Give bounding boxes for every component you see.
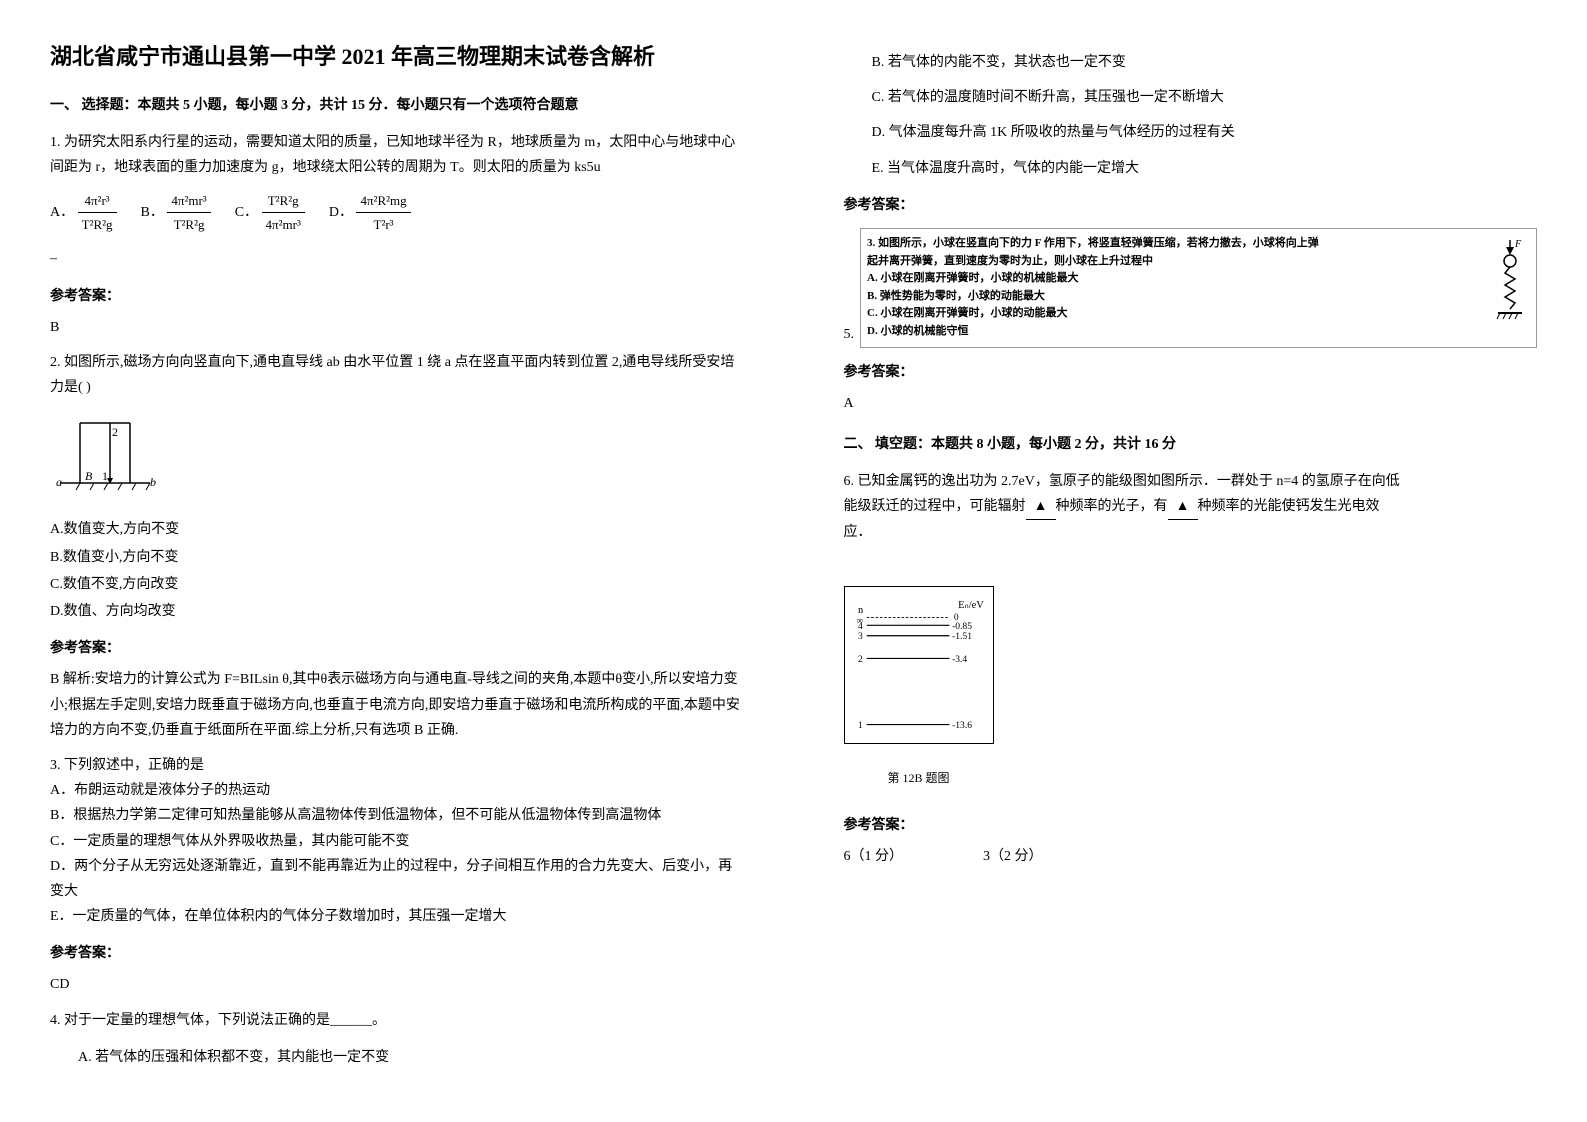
q6-caption: 第 12B 题图 — [844, 768, 994, 790]
page-title: 湖北省咸宁市通山县第一中学 2021 年高三物理期末试卷含解析 — [50, 40, 744, 73]
q1-answer: B — [50, 315, 744, 340]
question-5: 5. 3. 如图所示，小球在竖直向下的力 F 作用下，将竖直轻弹簧压缩，若将力撤… — [844, 228, 1538, 416]
q1-answer-label: 参考答案： — [50, 284, 744, 309]
question-1: 1. 为研究太阳系内行星的运动，需要知道太阳的质量，已知地球半径为 R，地球质量… — [50, 130, 744, 340]
q1-options: A． 4π²r³T²R²g B． 4π²mr³T²R²g C． T²R²g4π²… — [50, 189, 744, 237]
q2-label-2: 2 — [112, 425, 118, 439]
q4-opt-c: C. 若气体的温度随时间不断升高，其压强也一定不断增大 — [844, 85, 1538, 110]
q2-opt-c: C.数值不变,方向改变 — [50, 572, 744, 597]
question-6: 6. 已知金属钙的逸出功为 2.7eV，氢原子的能级图如图所示．一群处于 n=4… — [844, 469, 1538, 869]
q3-text: 3. 下列叙述中，正确的是 — [50, 753, 744, 778]
q2-opt-d: D.数值、方向均改变 — [50, 599, 744, 624]
q6-line2: 能级跃迁的过程中，可能辐射▲种频率的光子，有▲种频率的光能使钙发生光电效 — [844, 494, 1538, 520]
svg-text:F: F — [1514, 239, 1522, 250]
svg-text:-0.85: -0.85 — [952, 620, 972, 631]
q2-answer: B 解析:安培力的计算公式为 F=BILsin θ,其中θ表示磁场方向与通电直-… — [50, 667, 744, 743]
question-2: 2. 如图所示,磁场方向向竖直向下,通电直导线 ab 由水平位置 1 绕 a 点… — [50, 350, 744, 743]
q6-answer-label: 参考答案： — [844, 813, 1538, 838]
spring-ball-icon: F — [1490, 235, 1530, 325]
fill-blank-1: ▲ — [1026, 494, 1056, 520]
svg-text:4: 4 — [858, 620, 863, 631]
q2-answer-label: 参考答案： — [50, 636, 744, 661]
q2-label-B: B — [85, 469, 93, 483]
q4-opt-a: A. 若气体的压强和体积都不变，其内能也一定不变 — [50, 1045, 744, 1070]
q2-label-a: a — [56, 475, 62, 489]
q4-opt-d: D. 气体温度每升高 1K 所吸收的热量与气体经历的过程有关 — [844, 120, 1538, 145]
q6-line3: 应． — [844, 520, 1538, 545]
svg-text:-3.4: -3.4 — [952, 653, 967, 664]
q4-opt-b: B. 若气体的内能不变，其状态也一定不变 — [844, 50, 1538, 75]
q2-options: A.数值变大,方向不变 B.数值变小,方向不变 C.数值不变,方向改变 D.数值… — [50, 517, 744, 624]
q3-opt-a: A．布朗运动就是液体分子的热运动 — [50, 778, 744, 803]
question-3: 3. 下列叙述中，正确的是 A．布朗运动就是液体分子的热运动 B．根据热力学第二… — [50, 753, 744, 998]
q2-opt-b: B.数值变小,方向不变 — [50, 545, 744, 570]
fill-blank-2: ▲ — [1168, 494, 1198, 520]
svg-text:2: 2 — [858, 653, 863, 664]
q2-text: 2. 如图所示,磁场方向向竖直向下,通电直导线 ab 由水平位置 1 绕 a 点… — [50, 350, 744, 400]
svg-text:-13.6: -13.6 — [952, 720, 972, 731]
svg-text:1: 1 — [858, 720, 863, 731]
q3-answer: CD — [50, 972, 744, 997]
svg-text:n: n — [858, 605, 864, 616]
q1-opt-d: D． 4π²R²mgT²r³ — [329, 189, 411, 237]
section-1-head: 一、 选择题：本题共 5 小题，每小题 3 分，共计 15 分．每小题只有一个选… — [50, 93, 744, 118]
q3-opt-b: B．根据热力学第二定律可知热量能够从高温物体传到低温物体，但不可能从低温物体传到… — [50, 803, 744, 828]
q6-ans-2: 3（2 分） — [983, 844, 1043, 869]
q5-answer-label: 参考答案： — [844, 360, 1538, 385]
svg-text:-1.51: -1.51 — [952, 631, 972, 642]
svg-text:Eₙ/eV: Eₙ/eV — [958, 600, 984, 611]
q3-answer-label: 参考答案： — [50, 941, 744, 966]
question-4-intro: 4. 对于一定量的理想气体，下列说法正确的是______。 A. 若气体的压强和… — [50, 1008, 744, 1070]
q1-opt-a: A． 4π²r³T²R²g — [50, 189, 117, 237]
q2-label-b: b — [150, 475, 156, 489]
q2-opt-a: A.数值变大,方向不变 — [50, 517, 744, 542]
q6-ans-1: 6（1 分） — [844, 844, 904, 869]
q6-line1: 6. 已知金属钙的逸出功为 2.7eV，氢原子的能级图如图所示．一群处于 n=4… — [844, 469, 1538, 494]
q1-text: 1. 为研究太阳系内行星的运动，需要知道太阳的质量，已知地球半径为 R，地球质量… — [50, 130, 744, 180]
section-2-head: 二、 填空题：本题共 8 小题，每小题 2 分，共计 16 分 — [844, 432, 1538, 457]
q3-opt-c: C．一定质量的理想气体从外界吸收热量，其内能可能不变 — [50, 829, 744, 854]
right-column: B. 若气体的内能不变，其状态也一定不变 C. 若气体的温度随时间不断升高，其压… — [794, 0, 1587, 1120]
svg-text:3: 3 — [858, 631, 863, 642]
q1-opt-c: C． T²R²g4π²mr³ — [235, 189, 305, 237]
q3-opt-d: D．两个分子从无穷远处逐渐靠近，直到不能再靠近为止的过程中，分子间相互作用的合力… — [50, 854, 744, 904]
q5-answer: A — [844, 391, 1538, 416]
q1-dash: – — [50, 246, 744, 271]
q2-label-1: 1 — [102, 469, 108, 483]
q5-embedded-image: 3. 如图所示，小球在竖直向下的力 F 作用下，将竖直轻弹簧压缩，若将力撤去，小… — [860, 228, 1537, 348]
q4-answer-label: 参考答案： — [844, 193, 1538, 218]
left-column: 湖北省咸宁市通山县第一中学 2021 年高三物理期末试卷含解析 一、 选择题：本… — [0, 0, 794, 1120]
q5-number: 5. — [844, 322, 855, 347]
q3-opt-e: E．一定质量的气体，在单位体积内的气体分子数增加时，其压强一定增大 — [50, 904, 744, 929]
q2-diagram: 2 a b B 1 — [50, 408, 170, 498]
q1-opt-b: B． 4π²mr³T²R²g — [141, 189, 211, 237]
q6-answers: 6（1 分） 3（2 分） — [844, 844, 1538, 869]
q4-opt-e: E. 当气体温度升高时，气体的内能一定增大 — [844, 156, 1538, 181]
q4-text: 4. 对于一定量的理想气体，下列说法正确的是______。 — [50, 1008, 744, 1033]
question-4-continued: B. 若气体的内能不变，其状态也一定不变 C. 若气体的温度随时间不断升高，其压… — [844, 50, 1538, 218]
energy-level-diagram: n Eₙ/eV ∞ 0 4 -0.85 3 -1.51 2 -3.4 1 -13… — [844, 586, 994, 745]
